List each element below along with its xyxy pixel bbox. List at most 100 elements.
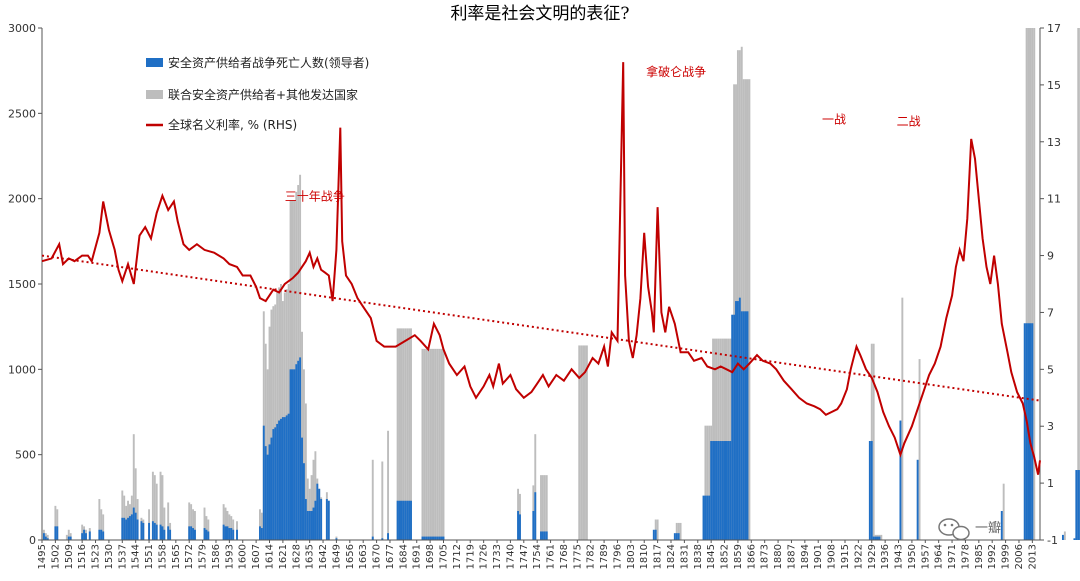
bar-leader xyxy=(193,529,196,540)
bar-allied xyxy=(442,348,445,540)
bar-allied xyxy=(423,348,426,540)
bar-leader xyxy=(161,526,164,540)
bar-leader xyxy=(400,500,403,540)
bar-allied xyxy=(153,475,156,540)
bar-allied xyxy=(717,338,720,540)
bar-allied xyxy=(1033,28,1036,540)
bar-leader xyxy=(704,495,707,540)
bar-leader xyxy=(519,514,521,540)
bar-allied xyxy=(260,512,263,540)
bar-leader xyxy=(258,526,261,540)
bar-leader xyxy=(67,536,70,540)
x-tick-label: 1754 xyxy=(532,544,543,569)
bar-allied xyxy=(1031,28,1034,540)
bar-leader xyxy=(69,536,72,540)
bar-leader xyxy=(266,454,269,540)
bar-allied xyxy=(167,502,170,540)
x-tick-label: 1621 xyxy=(278,544,289,569)
y-left-tick-label: 2000 xyxy=(8,193,36,206)
x-tick-label: 2006 xyxy=(1014,544,1025,569)
x-tick-label: 1572 xyxy=(184,544,195,569)
bar-leader xyxy=(740,311,743,540)
bar-allied xyxy=(584,345,586,540)
bar-allied xyxy=(429,348,432,540)
bar-leader xyxy=(169,529,172,540)
x-tick-label: 1523 xyxy=(91,544,102,569)
x-tick-label: 1698 xyxy=(425,544,436,569)
bar-allied xyxy=(285,289,288,540)
bar-allied xyxy=(545,475,548,540)
x-tick-label: 1971 xyxy=(947,544,958,569)
bar-leader xyxy=(721,441,724,540)
x-tick-label: 1817 xyxy=(653,544,664,569)
bar-allied xyxy=(226,510,229,540)
bar-leader xyxy=(232,529,235,540)
x-tick-label: 1649 xyxy=(331,544,342,569)
bar-leader xyxy=(731,314,734,540)
bar-leader xyxy=(203,528,206,540)
bar-leader xyxy=(264,446,267,540)
bar-allied xyxy=(402,328,405,540)
bar-allied xyxy=(203,507,206,540)
x-tick-label: 2013 xyxy=(1027,544,1038,569)
bar-allied xyxy=(721,338,724,540)
bar-allied xyxy=(541,475,544,540)
y-right-tick-label: -1 xyxy=(1047,534,1058,547)
series-leader-bars xyxy=(42,297,1080,540)
bar-leader xyxy=(293,369,296,540)
wechat-icon xyxy=(938,518,970,541)
bar-leader xyxy=(308,510,311,540)
bar-leader xyxy=(318,488,321,540)
bar-leader xyxy=(302,463,305,540)
x-tick-label: 1663 xyxy=(358,544,369,569)
bar-allied xyxy=(264,343,267,540)
bar-allied xyxy=(161,475,164,540)
bar-allied xyxy=(387,430,390,540)
bar-allied xyxy=(723,338,726,540)
bar-leader xyxy=(410,500,412,540)
bar-leader xyxy=(708,495,711,540)
bar-leader xyxy=(54,526,57,540)
bar-allied xyxy=(207,519,210,540)
bar-allied xyxy=(283,292,286,540)
bar-leader xyxy=(301,437,303,540)
bar-allied xyxy=(190,504,193,540)
legend: 安全资产供给者战争死亡人数(领导者) 联合安全资产供给者+其他发达国家全球名义利率… xyxy=(146,55,369,132)
bar-leader xyxy=(715,441,718,540)
x-tick-label: 1544 xyxy=(131,544,142,569)
bar-allied xyxy=(582,345,585,540)
legend-swatch xyxy=(146,58,163,67)
bar-leader xyxy=(100,529,103,540)
bar-allied xyxy=(54,505,57,540)
bar-allied xyxy=(272,306,275,540)
bar-allied xyxy=(580,345,583,540)
x-tick-label: 1509 xyxy=(64,544,75,569)
annotation-label: 一战 xyxy=(822,113,846,127)
bar-leader xyxy=(316,483,319,540)
bar-leader xyxy=(134,512,137,540)
bar-allied xyxy=(436,348,439,540)
bar-leader xyxy=(121,517,124,540)
bar-allied xyxy=(1029,28,1032,540)
bar-leader xyxy=(325,499,328,540)
bar-leader xyxy=(280,418,282,540)
bar-allied xyxy=(306,478,309,540)
bar-allied xyxy=(371,459,374,540)
y-right-tick-label: 7 xyxy=(1047,306,1054,319)
bar-leader xyxy=(652,529,655,540)
x-tick-label: 1775 xyxy=(572,544,583,569)
bar-leader xyxy=(306,510,309,540)
bar-leader xyxy=(916,459,919,540)
bar-leader xyxy=(190,526,193,540)
bar-allied xyxy=(421,348,424,540)
bar-allied xyxy=(310,475,313,540)
bar-allied xyxy=(427,348,430,540)
bar-leader xyxy=(159,524,162,540)
y-right-tick-label: 15 xyxy=(1047,79,1061,92)
bar-leader xyxy=(702,495,705,540)
bar-allied xyxy=(159,471,162,540)
bar-leader xyxy=(387,533,390,540)
y-right-tick-label: 3 xyxy=(1047,420,1054,433)
